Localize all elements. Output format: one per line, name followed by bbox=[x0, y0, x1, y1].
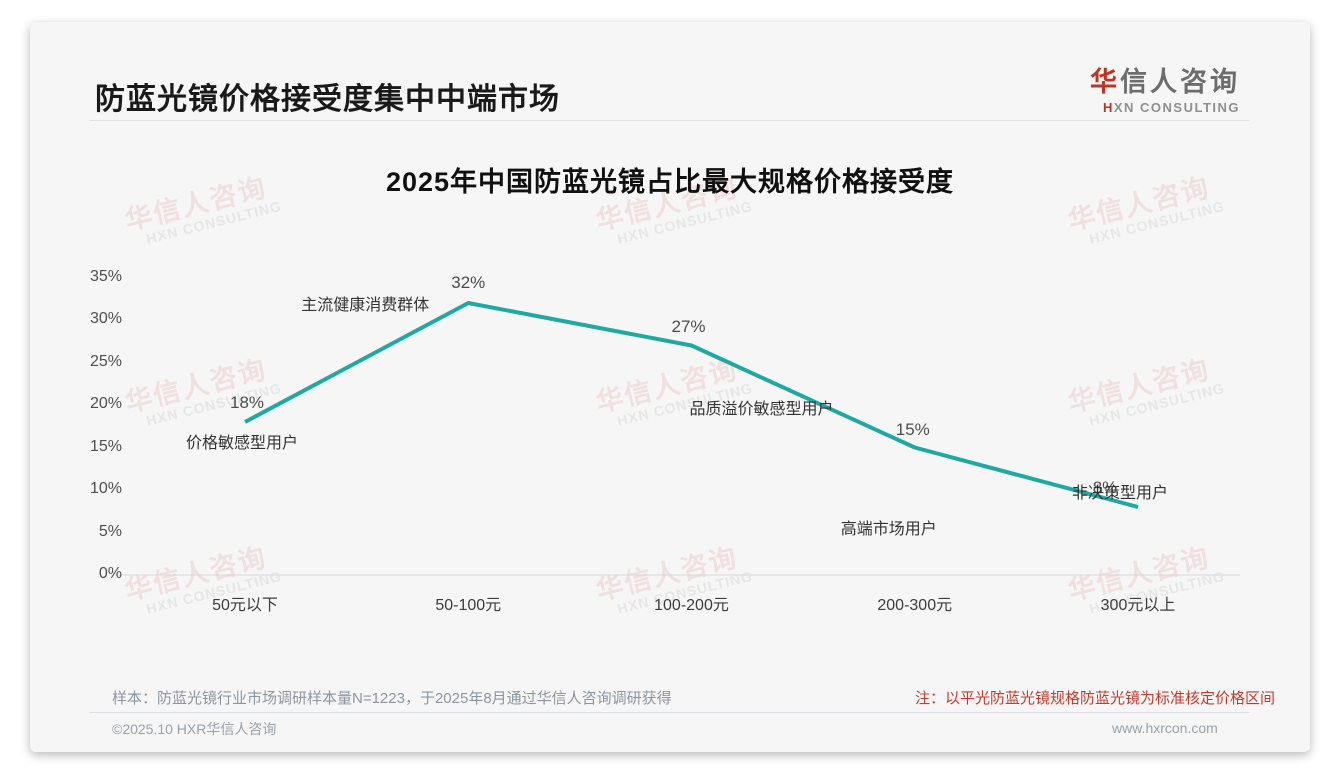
copyright-text: ©2025.10 HXR华信人咨询 bbox=[112, 721, 277, 737]
footer-divider bbox=[90, 712, 1250, 713]
series-annotation: 主流健康消费群体 bbox=[301, 297, 430, 314]
y-tick-label: 30% bbox=[89, 310, 122, 327]
sample-note: 样本：防蓝光镜行业市场调研样本量N=1223，于2025年8月通过华信人咨询调研… bbox=[112, 690, 672, 707]
brand-logo-cn: 华信人咨询 bbox=[1090, 60, 1240, 99]
brand-logo-en: HXN CONSULTING bbox=[1090, 100, 1240, 115]
report-card bbox=[30, 22, 1310, 752]
y-tick-label: 0% bbox=[98, 565, 122, 582]
y-tick-label: 15% bbox=[89, 437, 122, 455]
data-point-label: 27% bbox=[671, 316, 706, 336]
y-tick-label: 20% bbox=[89, 395, 122, 412]
y-tick-label: 5% bbox=[98, 522, 122, 540]
series-annotation: 非决策型用户 bbox=[1071, 485, 1168, 502]
x-axis-label: 200-300元 bbox=[877, 597, 953, 614]
x-axis-label: 50元以下 bbox=[212, 597, 278, 614]
page-title: 防蓝光镜价格接受度集中中端市场 bbox=[95, 83, 560, 116]
series-annotation: 价格敏感型用户 bbox=[185, 435, 298, 452]
series-annotation: 高端市场用户 bbox=[840, 520, 937, 538]
brand-logo: 华信人咨询 HXN CONSULTING bbox=[1090, 60, 1240, 115]
x-axis-label: 100-200元 bbox=[654, 597, 729, 614]
data-point-label: 18% bbox=[229, 393, 265, 412]
y-tick-label: 25% bbox=[89, 352, 122, 370]
x-axis-label: 50-100元 bbox=[435, 597, 502, 614]
brand-logo-en-text: XN CONSULTING bbox=[1113, 100, 1240, 115]
website-text: www.hxrcon.com bbox=[1112, 720, 1218, 736]
brand-logo-cn-accent: 华 bbox=[1090, 67, 1120, 97]
header-divider bbox=[90, 120, 1250, 121]
chart-title: 2025年中国防蓝光镜占比最大规格价格接受度 bbox=[385, 167, 955, 197]
price-basis-note: 注：以平光防蓝光镜规格防蓝光镜为标准核定价格区间 bbox=[914, 690, 1275, 707]
data-point-label: 15% bbox=[895, 419, 930, 439]
series-annotation: 品质溢价敏感型用户 bbox=[689, 400, 834, 418]
brand-logo-cn-text: 信人咨询 bbox=[1120, 67, 1240, 97]
y-tick-label: 10% bbox=[89, 480, 122, 497]
x-axis-label: 300元以上 bbox=[1100, 597, 1176, 614]
brand-logo-en-accent: H bbox=[1102, 100, 1114, 115]
y-tick-label: 35% bbox=[89, 267, 122, 285]
data-point-label: 32% bbox=[451, 273, 486, 292]
